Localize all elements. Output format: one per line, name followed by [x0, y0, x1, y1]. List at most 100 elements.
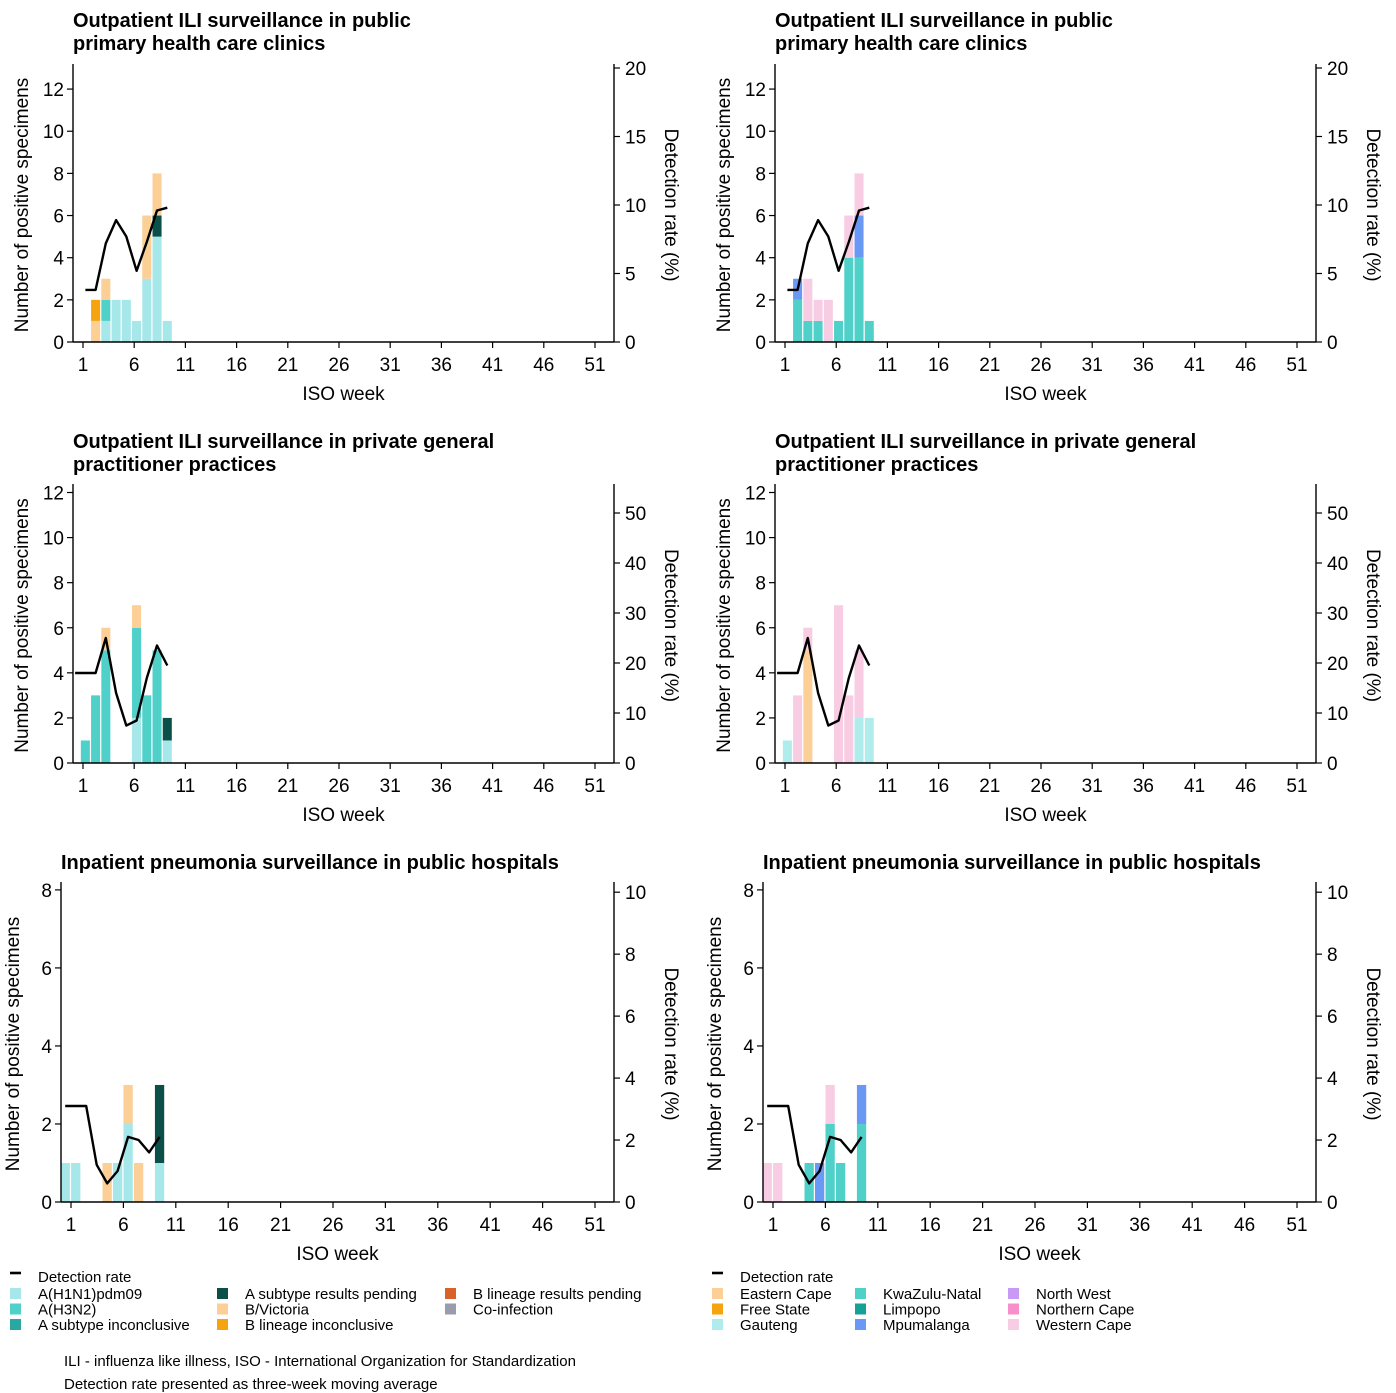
- legend-item-label: A(H3N2): [38, 1302, 96, 1319]
- chart-title: Inpatient pneumonia surveillance in publ…: [61, 852, 559, 874]
- y2-tick-label: 0: [625, 1193, 636, 1214]
- y-tick-label: 6: [743, 959, 754, 980]
- bar-week-7: [834, 605, 844, 763]
- y-tick-label: 10: [43, 529, 64, 550]
- x-tick-label: 11: [176, 355, 196, 376]
- x-tick-label: 51: [584, 355, 605, 376]
- y2-axis-label: Detection rate (%): [660, 967, 681, 1120]
- bar-week-10: [864, 320, 874, 342]
- x-tick-label: 46: [532, 1215, 553, 1236]
- y2-tick-label: 5: [1327, 265, 1338, 286]
- bar-week-10: [856, 1123, 867, 1202]
- y-tick-label: 0: [41, 1193, 52, 1214]
- y-tick-label: 8: [755, 164, 766, 185]
- legend-swatch: [1008, 1288, 1019, 1299]
- x-tick-label: 16: [226, 355, 247, 376]
- x-tick-label: 26: [328, 776, 349, 797]
- y-tick-label: 4: [755, 664, 766, 685]
- y2-tick-label: 0: [1327, 1193, 1338, 1214]
- legend-swatch: [217, 1319, 228, 1330]
- bar-week-10: [162, 717, 172, 741]
- y-axis-label: Number of positive specimens: [3, 917, 24, 1172]
- bar-week-10: [162, 740, 172, 763]
- y-tick-label: 6: [53, 207, 64, 228]
- x-tick-label: 51: [1286, 1215, 1307, 1236]
- legend-item-label: Gauteng: [740, 1317, 798, 1334]
- x-tick-label: 26: [1030, 355, 1051, 376]
- x-tick-label: 6: [129, 355, 140, 376]
- chart-panel-2: Outpatient ILI surveillance in publicpri…: [714, 10, 1383, 405]
- x-axis-label: ISO week: [1004, 384, 1087, 405]
- x-tick-label: 11: [176, 776, 196, 797]
- x-axis-label: ISO week: [296, 1244, 379, 1265]
- y2-tick-label: 4: [625, 1069, 636, 1090]
- bar-week-4: [803, 320, 813, 342]
- x-tick-label: 41: [1184, 776, 1205, 797]
- x-tick-label: 51: [584, 776, 605, 797]
- y2-axis-label: Detection rate (%): [660, 128, 681, 281]
- y-tick-label: 2: [41, 1115, 52, 1136]
- y-tick-label: 12: [43, 80, 64, 101]
- y-axis-label: Number of positive specimens: [12, 78, 33, 333]
- x-tick-label: 6: [118, 1215, 129, 1236]
- x-tick-label: 36: [427, 1215, 448, 1236]
- bar-week-7: [834, 320, 844, 342]
- y-tick-label: 4: [755, 249, 766, 270]
- y2-tick-label: 2: [1327, 1131, 1338, 1152]
- x-tick-label: 31: [1082, 355, 1103, 376]
- detection-rate-line: [65, 1104, 161, 1185]
- bar-week-4: [803, 650, 813, 763]
- x-tick-label: 16: [218, 1215, 239, 1236]
- y-tick-label: 10: [43, 122, 64, 143]
- x-axis-label: ISO week: [302, 384, 385, 405]
- bar-week-6: [815, 1162, 825, 1202]
- x-tick-label: 1: [78, 776, 89, 797]
- legend-swatch: [855, 1288, 866, 1299]
- bar-week-5: [111, 299, 121, 342]
- bar-week-1: [60, 1162, 70, 1202]
- chart-title: primary health care clinics: [73, 33, 325, 55]
- bar-week-8: [142, 695, 152, 763]
- y2-axis-label: Detection rate (%): [1362, 549, 1383, 702]
- y2-tick-label: 5: [625, 265, 636, 286]
- y-tick-label: 0: [743, 1193, 754, 1214]
- chart-title: Outpatient ILI surveillance in private g…: [73, 431, 494, 453]
- chart-title: practitioner practices: [73, 454, 276, 476]
- bar-week-6: [823, 299, 833, 342]
- x-tick-label: 1: [768, 1215, 779, 1236]
- bar-week-4: [101, 650, 111, 763]
- bar-week-3: [91, 299, 101, 321]
- y-tick-label: 12: [745, 80, 766, 101]
- bar-week-3: [793, 695, 803, 763]
- y-tick-label: 10: [745, 529, 766, 550]
- x-tick-label: 51: [1286, 355, 1307, 376]
- bar-week-8: [142, 278, 152, 342]
- legend-item-label: A subtype inconclusive: [38, 1317, 190, 1334]
- x-axis-label: ISO week: [1004, 805, 1087, 826]
- legend-swatch: [712, 1303, 723, 1315]
- x-tick-label: 46: [1235, 776, 1256, 797]
- detection-rate-line: [767, 1104, 863, 1185]
- y2-tick-label: 20: [625, 59, 646, 80]
- chart-panel-5: Inpatient pneumonia surveillance in publ…: [3, 852, 681, 1265]
- bar-week-7: [825, 1084, 835, 1124]
- y2-tick-label: 15: [625, 128, 646, 149]
- y-tick-label: 6: [755, 207, 766, 228]
- legend-swatch: [10, 1303, 21, 1315]
- bar-week-10: [864, 717, 874, 763]
- bar-week-10: [154, 1084, 165, 1163]
- bar-week-4: [101, 320, 111, 342]
- legend-item-label: B/Victoria: [245, 1302, 310, 1319]
- chart-title: primary health care clinics: [775, 33, 1027, 55]
- bar-week-9: [854, 173, 864, 216]
- bar-week-7: [132, 717, 142, 763]
- y-tick-label: 0: [53, 754, 64, 775]
- bar-week-3: [793, 299, 803, 342]
- x-tick-label: 6: [831, 355, 842, 376]
- chart-title: Inpatient pneumonia surveillance in publ…: [763, 852, 1261, 874]
- bar-week-6: [113, 1162, 123, 1202]
- legend-swatch: [217, 1288, 228, 1299]
- legend-item-label: Eastern Cape: [740, 1286, 832, 1303]
- y2-tick-label: 4: [1327, 1069, 1338, 1090]
